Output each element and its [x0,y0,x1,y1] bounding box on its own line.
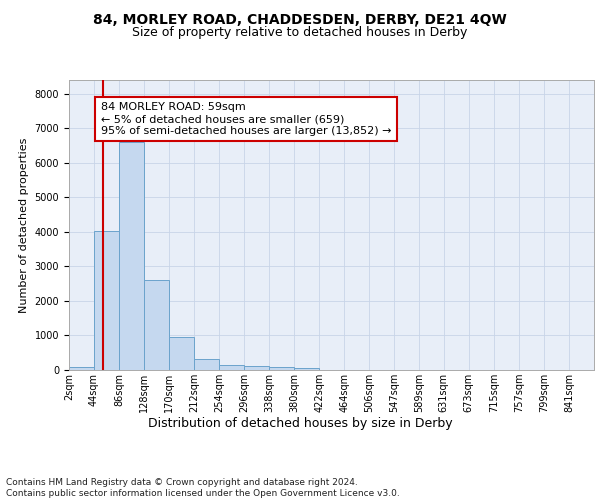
Bar [119,142,144,370]
Text: 84, MORLEY ROAD, CHADDESDEN, DERBY, DE21 4QW: 84, MORLEY ROAD, CHADDESDEN, DERBY, DE21… [93,12,507,26]
Bar [244,366,269,370]
Bar [169,337,194,370]
Bar [144,280,169,370]
Text: 84 MORLEY ROAD: 59sqm
← 5% of detached houses are smaller (659)
95% of semi-deta: 84 MORLEY ROAD: 59sqm ← 5% of detached h… [101,102,391,136]
Bar [194,358,219,370]
Text: Size of property relative to detached houses in Derby: Size of property relative to detached ho… [133,26,467,39]
Text: Contains HM Land Registry data © Crown copyright and database right 2024.
Contai: Contains HM Land Registry data © Crown c… [6,478,400,498]
Text: Distribution of detached houses by size in Derby: Distribution of detached houses by size … [148,418,452,430]
Bar [94,231,119,370]
Bar [69,367,94,370]
Y-axis label: Number of detached properties: Number of detached properties [19,138,29,312]
Bar [269,367,294,370]
Bar [294,368,319,370]
Bar [219,365,244,370]
